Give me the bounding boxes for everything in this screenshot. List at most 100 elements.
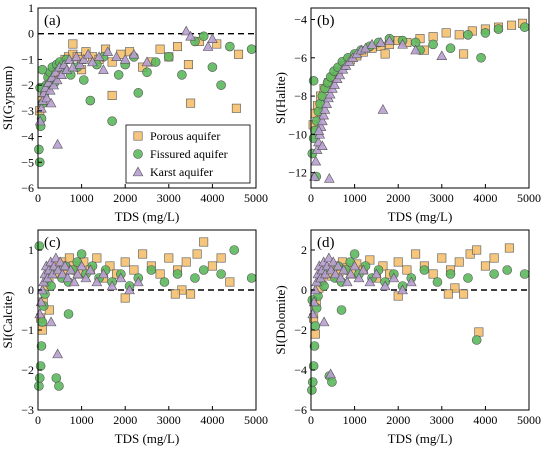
y-tick-label: 0 [28, 283, 34, 297]
plot-frame [37, 229, 257, 411]
data-point-karst [397, 38, 408, 49]
data-point-karst [388, 272, 400, 283]
y-tick-label: −6 [21, 181, 34, 195]
data-point-fissured [150, 57, 161, 67]
x-tick-label: 2000 [113, 191, 137, 205]
x-tick-label: 2000 [386, 413, 410, 427]
x-axis-label: TDS (mg/L) [115, 209, 180, 224]
data-point-karst [410, 44, 421, 55]
x-tick-label: 0 [35, 191, 41, 205]
data-point-porous [489, 253, 499, 263]
y-tick-label: 0 [28, 27, 34, 41]
data-point-karst [307, 308, 319, 319]
data-point-fissured [216, 80, 226, 90]
data-point-karst [364, 276, 376, 287]
data-point-fissured [476, 52, 486, 63]
data-point-fissured [54, 381, 64, 391]
data-point-karst [349, 260, 360, 271]
data-point-karst [357, 264, 369, 275]
data-point-porous [170, 289, 180, 299]
data-point-fissured [502, 265, 513, 275]
data-point-karst [98, 268, 109, 279]
data-point-karst [124, 284, 135, 295]
data-point-porous [393, 257, 403, 267]
data-point-porous [216, 253, 226, 263]
data-point-karst [50, 252, 62, 263]
data-point-fissured [307, 377, 318, 387]
data-point-porous [454, 30, 464, 40]
data-point-fissured [107, 116, 117, 126]
data-point-fissured [493, 24, 504, 34]
data-point-porous [472, 245, 482, 255]
data-point-karst [335, 272, 346, 283]
data-point-porous [437, 253, 447, 263]
data-point-karst [185, 30, 196, 41]
data-point-karst [46, 71, 58, 82]
data-point-karst [91, 276, 103, 287]
y-tick-label: 0 [301, 283, 307, 297]
x-tick-label: 2000 [113, 413, 137, 427]
data-point-fissured [445, 43, 456, 54]
data-point-karst [35, 296, 47, 307]
y-tick-label: −4 [21, 130, 34, 144]
x-tick-label: 3000 [157, 413, 181, 427]
data-point-fissured [63, 309, 74, 319]
legend-box [125, 124, 251, 184]
data-point-karst [405, 276, 417, 287]
data-point-karst [436, 50, 448, 61]
data-point-karst [397, 284, 408, 295]
data-point-karst [36, 102, 47, 113]
data-point-porous [181, 257, 191, 267]
legend: Porous aquifer Fissured aquifer Karst aqui… [125, 124, 251, 184]
data-point-karst [338, 264, 350, 275]
data-point-karst [68, 276, 80, 287]
y-tick-label: −2 [294, 323, 307, 337]
data-point-karst [202, 41, 214, 51]
x-tick-label: 5000 [244, 413, 268, 427]
data-point-fissured [463, 273, 473, 283]
data-point-fissured [308, 75, 319, 86]
data-point-porous [428, 269, 438, 279]
legend-marker-fissured [133, 149, 143, 159]
x-tick-label: 5000 [244, 191, 268, 205]
data-point-karst [115, 272, 127, 283]
legend-marker-porous [133, 131, 143, 141]
legend-marker-karst [132, 166, 144, 177]
y-tick-label: −4 [294, 12, 307, 26]
data-point-fissured [519, 269, 530, 279]
data-point-porous [231, 103, 241, 113]
data-point-fissured [471, 335, 482, 345]
data-point-porous [183, 60, 193, 70]
data-point-karst [62, 272, 73, 283]
data-point-karst [67, 61, 79, 72]
data-point-karst [324, 88, 336, 99]
data-point-porous [120, 257, 130, 267]
x-tick-label: 2000 [386, 191, 410, 205]
data-point-fissured [34, 373, 45, 383]
data-point-fissured [432, 277, 443, 287]
data-point-fissured [307, 385, 317, 395]
data-point-fissured [78, 75, 89, 85]
data-point-fissured [113, 70, 124, 80]
data-point-karst [207, 33, 218, 44]
data-point-karst [325, 368, 336, 379]
data-point-karst [50, 66, 61, 77]
data-point-porous [186, 289, 196, 299]
y-tick-label: −4 [294, 363, 307, 377]
data-point-porous [68, 39, 78, 49]
data-point-fissured [246, 273, 257, 283]
plot-frame [310, 229, 530, 411]
y-axis-label: SI(Calcite) [0, 291, 15, 348]
data-point-karst [329, 79, 340, 89]
data-point-karst [98, 64, 109, 74]
data-point-porous [186, 98, 196, 108]
data-point-karst [80, 272, 92, 283]
data-point-porous [411, 249, 421, 259]
data-point-karst [74, 59, 86, 69]
data-point-karst [52, 138, 63, 149]
data-point-porous [504, 243, 514, 253]
data-point-porous [443, 289, 453, 299]
panel-d: 0 1000 2000 3000 4000 5000 −6 −4 −2 0 2 TDS (mg/L) S… [273, 229, 541, 446]
x-tick-label: 1000 [70, 191, 94, 205]
